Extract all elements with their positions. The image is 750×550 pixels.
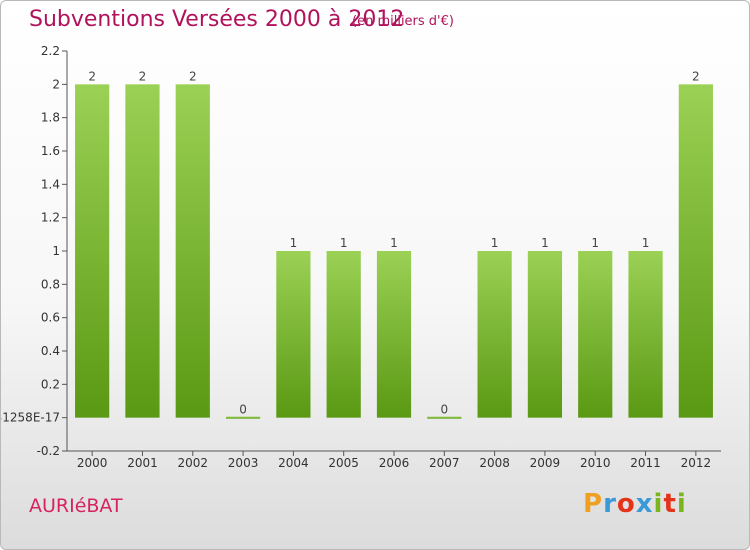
y-tick-label: -0.2 bbox=[37, 444, 60, 458]
y-tick-label: 1.2 bbox=[41, 211, 60, 225]
y-tick-label: 1 bbox=[52, 244, 60, 258]
y-tick-label: 0.4 bbox=[41, 344, 60, 358]
bar-2005 bbox=[326, 251, 361, 418]
x-tick-label: 2007 bbox=[429, 456, 460, 470]
x-tick-label: 2000 bbox=[77, 456, 108, 470]
bar-value-label: 1 bbox=[390, 236, 398, 250]
logo-letter: o bbox=[616, 489, 636, 519]
x-tick-label: 2012 bbox=[681, 456, 712, 470]
y-tick-label: 2 bbox=[52, 77, 60, 91]
bar-value-label: 2 bbox=[88, 69, 96, 83]
x-tick-label: 2009 bbox=[530, 456, 561, 470]
x-tick-label: 2003 bbox=[228, 456, 259, 470]
x-tick-label: 2005 bbox=[328, 456, 359, 470]
bar-2008 bbox=[477, 251, 512, 418]
bar-value-label: 1 bbox=[340, 236, 348, 250]
bar-2009 bbox=[527, 251, 563, 418]
bar-value-label: 0 bbox=[239, 403, 247, 417]
bar-value-label: 1 bbox=[491, 236, 499, 250]
bar-value-label: 1 bbox=[541, 236, 549, 250]
bar-2007 bbox=[427, 416, 462, 419]
logo-letter: t bbox=[663, 489, 677, 519]
chart-title: Subventions Versées 2000 à 2012 bbox=[29, 7, 405, 32]
bar-value-label: 2 bbox=[692, 69, 700, 83]
chart-subtitle: (en milliers d'€) bbox=[352, 14, 454, 29]
logo-letter: P bbox=[583, 489, 604, 519]
bar-2011 bbox=[628, 251, 663, 418]
logo-letter: i bbox=[653, 489, 664, 519]
y-tick-label: 0.2 bbox=[41, 377, 60, 391]
proxiti-logo[interactable]: Proxiti bbox=[583, 489, 687, 519]
bar-2002 bbox=[175, 84, 210, 418]
x-tick-label: 2011 bbox=[630, 456, 661, 470]
bar-value-label: 2 bbox=[189, 69, 197, 83]
x-tick-label: 2006 bbox=[379, 456, 410, 470]
bar-2000 bbox=[75, 84, 110, 418]
bar-2012 bbox=[678, 84, 713, 418]
y-tick-label: 2.2 bbox=[41, 44, 60, 58]
x-tick-label: 2008 bbox=[479, 456, 510, 470]
bar-value-label: 1 bbox=[642, 236, 650, 250]
y-tick-label: 0.8 bbox=[41, 277, 60, 291]
commune-name: AURIéBAT bbox=[29, 495, 123, 517]
y-tick-label: 0.6 bbox=[41, 311, 60, 325]
logo-letter: x bbox=[635, 489, 654, 519]
bar-value-label: 1 bbox=[290, 236, 298, 250]
bar-2003 bbox=[225, 416, 261, 419]
y-tick-label: 1.8 bbox=[41, 111, 60, 125]
bar-2010 bbox=[578, 251, 613, 418]
logo-letter: r bbox=[603, 489, 617, 519]
y-tick-label: -5.5511151231258E-17 bbox=[1, 411, 60, 425]
bar-value-label: 2 bbox=[139, 69, 147, 83]
x-tick-label: 2010 bbox=[580, 456, 611, 470]
y-tick-label: 1.4 bbox=[41, 177, 60, 191]
bar-2004 bbox=[276, 251, 311, 418]
bar-value-label: 0 bbox=[440, 403, 448, 417]
x-tick-label: 2002 bbox=[177, 456, 208, 470]
bar-2001 bbox=[125, 84, 160, 418]
logo-letter: i bbox=[676, 489, 687, 519]
y-tick-label: 1.6 bbox=[41, 144, 60, 158]
bar-value-label: 1 bbox=[591, 236, 599, 250]
bar-2006 bbox=[376, 251, 412, 418]
x-tick-label: 2001 bbox=[127, 456, 158, 470]
x-tick-label: 2004 bbox=[278, 456, 309, 470]
